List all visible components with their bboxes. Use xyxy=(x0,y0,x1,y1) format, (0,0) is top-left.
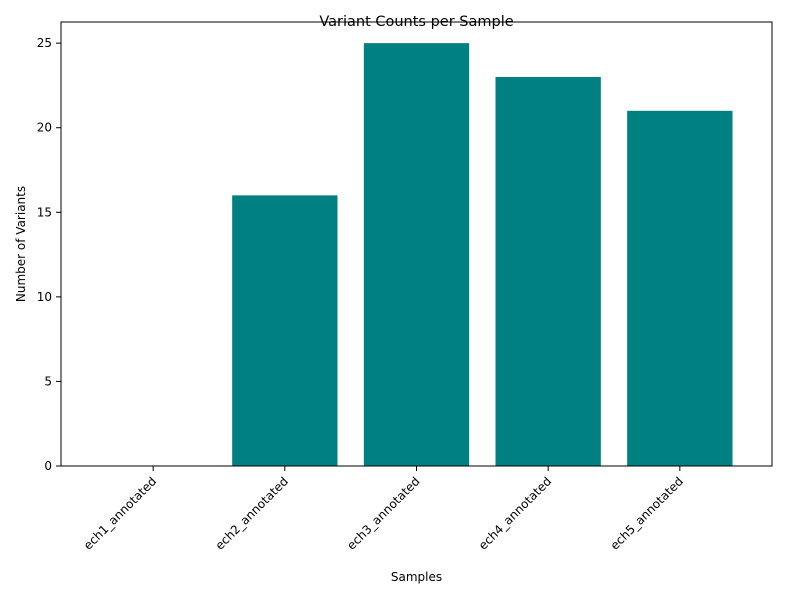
y-tick-label: 10 xyxy=(37,290,52,304)
y-tick-label: 15 xyxy=(37,205,52,219)
bars-group xyxy=(232,43,733,467)
y-tick-label: 5 xyxy=(44,374,52,388)
bar-ech2_annotated xyxy=(232,195,338,466)
y-tick-label: 20 xyxy=(37,121,52,135)
y-tick-label: 0 xyxy=(44,459,52,473)
y-tick-label: 25 xyxy=(37,36,52,50)
y-axis-label: Number of Variants xyxy=(14,186,28,302)
x-tick-label: ech5_annotated xyxy=(608,474,686,552)
x-axis: ech1_annotated ech2_annotated ech3_annotat… xyxy=(81,466,686,553)
x-axis-label: Samples xyxy=(391,570,442,584)
bar-ech5_annotated xyxy=(627,110,733,467)
x-tick-label: ech2_annotated xyxy=(213,474,291,552)
y-axis: 0 5 10 15 20 25 xyxy=(37,36,61,473)
plot-frame xyxy=(60,21,773,467)
x-tick-label: ech1_annotated xyxy=(81,474,159,552)
x-tick-label: ech3_annotated xyxy=(344,474,422,552)
x-tick-label: ech4_annotated xyxy=(476,474,554,552)
bar-ech4_annotated xyxy=(495,76,601,466)
bar-ech3_annotated xyxy=(363,43,470,467)
